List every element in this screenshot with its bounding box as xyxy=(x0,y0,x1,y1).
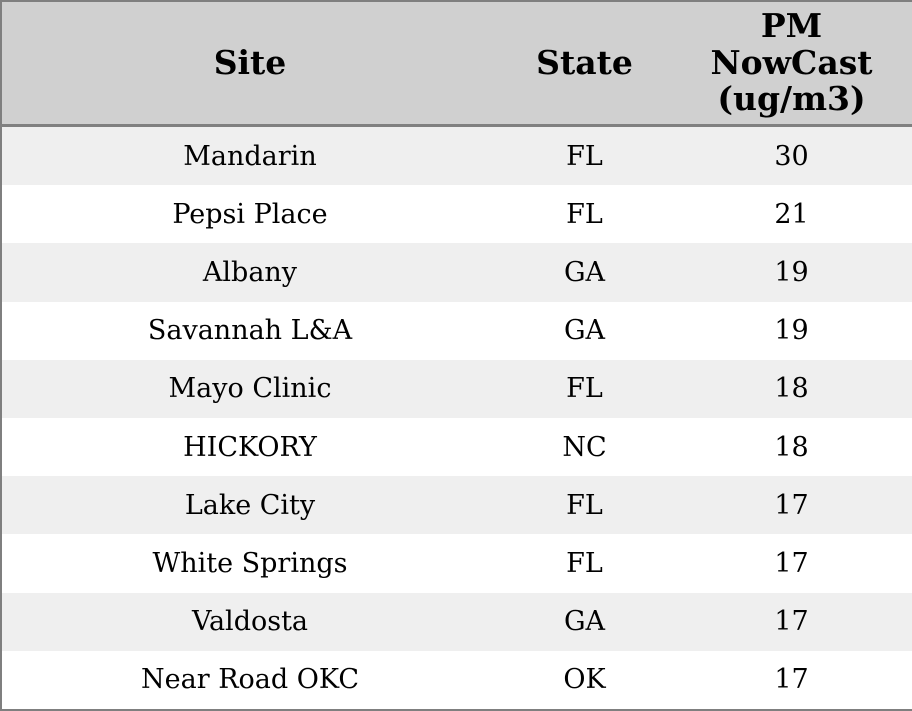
cell-state: GA xyxy=(563,315,606,347)
table-row: Lake City FL 17 xyxy=(1,476,912,535)
cell-state: FL xyxy=(566,547,603,579)
cell-site: Lake City xyxy=(184,489,316,521)
cell-state: FL xyxy=(566,489,603,521)
table-row: Albany GA 19 xyxy=(1,243,912,302)
cell-pm-nowcast: 17 xyxy=(774,664,809,696)
header-row: Site State PM NowCast (ug/m3) xyxy=(1,1,912,127)
cell-site: Albany xyxy=(202,256,298,288)
table-row: White Springs FL 17 xyxy=(1,534,912,593)
cell-state: GA xyxy=(563,256,606,288)
table-header: Site State PM NowCast (ug/m3) xyxy=(1,1,912,127)
cell-site: HICKORY xyxy=(183,431,317,463)
table-row: Savannah L&A GA 19 xyxy=(1,301,912,360)
cell-pm-nowcast: 19 xyxy=(774,315,809,347)
column-header-pm-nowcast: PM NowCast (ug/m3) xyxy=(671,1,912,127)
cell-site: Valdosta xyxy=(191,606,309,638)
cell-site: Mayo Clinic xyxy=(168,373,332,405)
cell-pm-nowcast: 17 xyxy=(774,489,809,521)
table-row: Valdosta GA 17 xyxy=(1,592,912,651)
cell-site: Pepsi Place xyxy=(172,198,328,230)
cell-site: Mandarin xyxy=(183,140,317,172)
cell-pm-nowcast: 19 xyxy=(774,256,809,288)
cell-pm-nowcast: 18 xyxy=(774,373,809,405)
cell-state: NC xyxy=(562,431,607,463)
cell-state: OK xyxy=(563,664,606,696)
cell-site: White Springs xyxy=(152,547,348,579)
cell-pm-nowcast: 21 xyxy=(774,198,809,230)
cell-state: FL xyxy=(566,198,603,230)
cell-state: FL xyxy=(566,140,603,172)
cell-site: Near Road OKC xyxy=(141,664,359,696)
cell-pm-nowcast: 30 xyxy=(774,140,809,172)
table-row: Mandarin FL 30 xyxy=(1,125,912,186)
cell-pm-nowcast: 17 xyxy=(774,547,809,579)
table-body: Mandarin FL 30 Pepsi Place FL 21 Albany … xyxy=(1,125,912,710)
table-row: Near Road OKC OK 17 xyxy=(1,650,912,710)
cell-site: Savannah L&A xyxy=(147,315,353,347)
table-row: Mayo Clinic FL 18 xyxy=(1,359,912,418)
table-row: Pepsi Place FL 21 xyxy=(1,185,912,244)
cell-pm-nowcast: 18 xyxy=(774,431,809,463)
column-header-site: Site xyxy=(1,1,498,127)
cell-pm-nowcast: 17 xyxy=(774,606,809,638)
cell-state: FL xyxy=(566,373,603,405)
table-row: HICKORY NC 18 xyxy=(1,417,912,477)
column-header-state: State xyxy=(498,1,671,127)
cell-state: GA xyxy=(563,606,606,638)
